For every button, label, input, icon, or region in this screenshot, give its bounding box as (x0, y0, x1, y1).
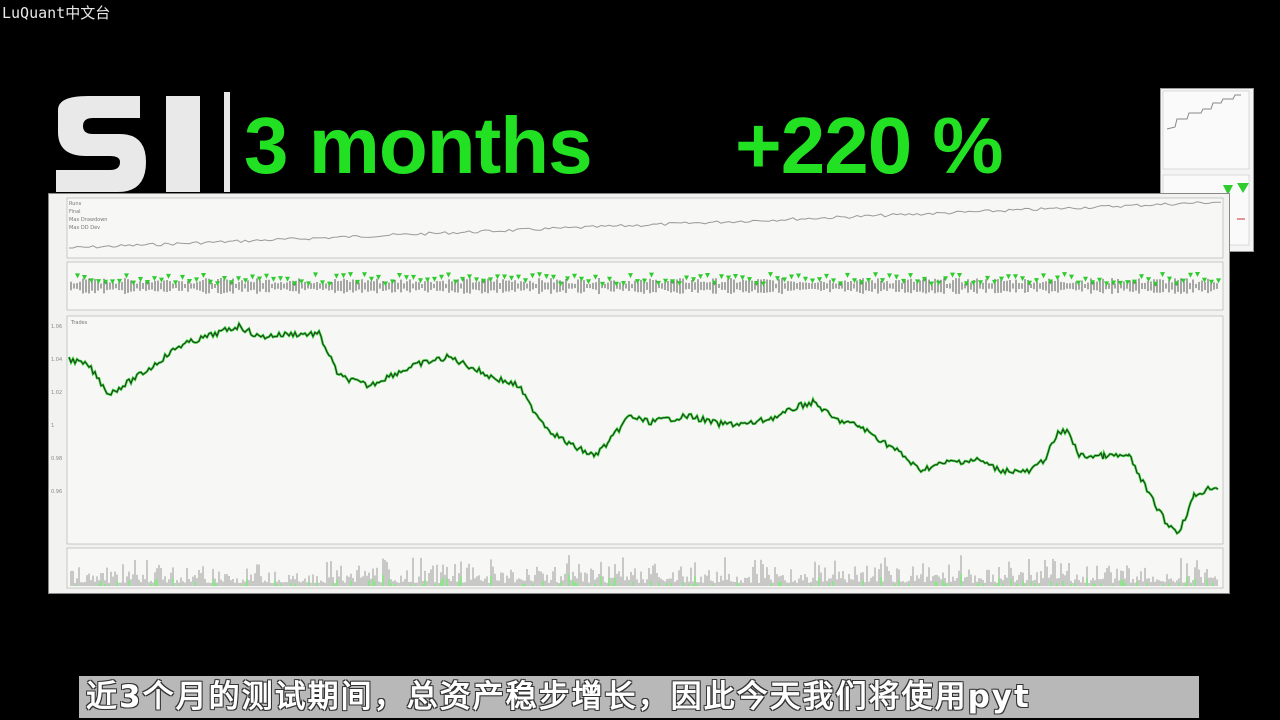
backtest-chart-panel: 1.06 1.04 1.02 1 0.98 0.96 Runs Final Max Dra… (48, 193, 1230, 594)
chart-legend: Runs Final Max Drawdown Max DD Dev (69, 200, 107, 232)
legend-item: Runs (69, 201, 82, 207)
price-axis-tick: 1.02 (51, 390, 62, 396)
legend-item: Max Drawdown (69, 217, 108, 223)
price-axis-tick: 1.04 (51, 357, 62, 363)
price-series-label: Trades (71, 320, 88, 326)
equity-line (69, 201, 1222, 249)
gain-label: +220 % (735, 101, 1004, 190)
price-axis-tick: 0.98 (51, 456, 62, 462)
price-axis-tick: 1 (51, 423, 54, 429)
price-axis-tick: 1.06 (51, 324, 62, 330)
price-line (67, 320, 1219, 536)
subtitle-caption: 近3个月的测试期间，总资产稳步增长，因此今天我们将使用pyt (86, 679, 1031, 715)
price-axis-tick: 0.96 (51, 489, 62, 495)
legend-item: Final (69, 209, 81, 215)
period-label: 3 months (244, 101, 593, 190)
channel-watermark: LuQuant中文台 (2, 4, 111, 22)
si-logo (56, 92, 230, 192)
trade-markers (70, 272, 1221, 294)
price-axis-ticks: 1.06 1.04 1.02 1 0.98 0.96 (51, 324, 62, 495)
backtest-charts: 1.06 1.04 1.02 1 0.98 0.96 (51, 197, 1224, 589)
subtitle-background (79, 676, 1199, 718)
volume-bars (70, 555, 1218, 586)
legend-item: Max DD Dev (69, 225, 101, 231)
